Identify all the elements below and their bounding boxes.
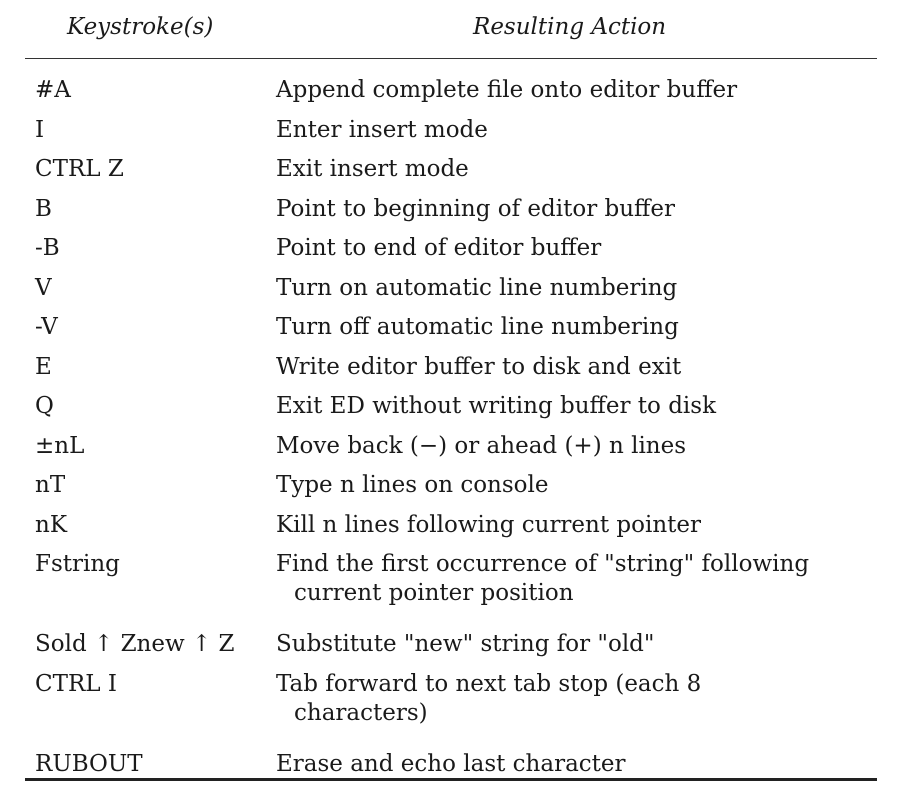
keystroke-cell: Q: [35, 393, 54, 419]
action-cell: Enter insert mode: [276, 116, 488, 143]
table-row: Q Exit ED without writing buffer to disk: [25, 392, 877, 432]
action-line-1: Find the first occurrence of "string" fo…: [276, 551, 810, 577]
table-row: B Point to beginning of editor buffer: [25, 195, 877, 235]
action-cell: Point to end of editor buffer: [276, 235, 602, 261]
action-cell: Point to beginning of editor buffer: [276, 195, 675, 222]
action-cell: Substitute "new" string for "old": [276, 631, 655, 657]
table-row: CTRL Z Exit insert mode: [25, 155, 877, 195]
table-row: RUBOUT Erase and echo last character: [25, 750, 877, 790]
table-row: Fstring Find the first occurrence of "st…: [25, 550, 877, 630]
table-row: CTRL I Tab forward to next tab stop (eac…: [25, 670, 877, 750]
keystroke-cell: RUBOUT: [35, 750, 143, 777]
keystroke-cell: E: [35, 353, 52, 380]
action-cell: Find the first occurrence of "string" fo…: [276, 550, 876, 608]
action-line-2: current pointer position: [294, 580, 574, 606]
table-row: #A Append complete file onto editor buff…: [25, 76, 877, 116]
action-cell: Exit insert mode: [276, 156, 469, 182]
action-line-2: characters): [294, 699, 428, 726]
action-cell: Type n lines on console: [276, 472, 549, 498]
table-row: E Write editor buffer to disk and exit: [25, 353, 877, 393]
action-cell: Erase and echo last character: [276, 750, 626, 777]
keystroke-cell: CTRL I: [35, 670, 117, 697]
header-rule: [25, 58, 877, 59]
action-cell: Turn on automatic line numbering: [276, 274, 678, 301]
header-keystroke: Keystroke(s): [67, 14, 214, 40]
action-cell: Tab forward to next tab stop (each 8 cha…: [276, 670, 876, 728]
keystroke-cell: nK: [35, 511, 67, 538]
table-row: V Turn on automatic line numbering: [25, 274, 877, 314]
action-cell: Turn off automatic line numbering: [276, 314, 679, 340]
table-row: nK Kill n lines following current pointe…: [25, 511, 877, 551]
keystroke-cell: B: [35, 195, 52, 222]
table-row: ±nL Move back (−) or ahead (+) n lines: [25, 432, 877, 472]
keystroke-cell: -B: [35, 235, 60, 261]
action-cell: Append complete file onto editor buffer: [276, 77, 738, 103]
action-cell: Exit ED without writing buffer to disk: [276, 393, 717, 419]
keystroke-cell: CTRL Z: [35, 156, 124, 182]
keystroke-cell: Fstring: [35, 551, 120, 577]
action-cell: Write editor buffer to disk and exit: [276, 353, 682, 380]
keystroke-cell: #A: [35, 77, 71, 103]
action-line-1: Tab forward to next tab stop (each 8: [276, 670, 702, 697]
table-row: I Enter insert mode: [25, 116, 877, 156]
keystroke-cell: V: [35, 274, 52, 301]
keystroke-cell: nT: [35, 472, 66, 498]
keystroke-cell: I: [35, 116, 45, 143]
keystroke-cell: -V: [35, 314, 58, 340]
table-body: #A Append complete file onto editor buff…: [25, 59, 877, 789]
keystroke-cell: ±nL: [35, 432, 85, 459]
keystroke-cell: Sold ↑ Znew ↑ Z: [35, 631, 235, 657]
table-row: Sold ↑ Znew ↑ Z Substitute "new" string …: [25, 630, 877, 670]
bottom-rule: [25, 778, 877, 781]
action-cell: Kill n lines following current pointer: [276, 511, 701, 538]
table-row: -V Turn off automatic line numbering: [25, 313, 877, 353]
action-cell: Move back (−) or ahead (+) n lines: [276, 432, 687, 459]
header-action: Resulting Action: [473, 14, 667, 40]
keystroke-table: Keystroke(s) Resulting Action #A Append …: [25, 0, 877, 789]
table-row: nT Type n lines on console: [25, 471, 877, 511]
table-header: Keystroke(s) Resulting Action: [25, 0, 877, 58]
table-row: -B Point to end of editor buffer: [25, 234, 877, 274]
